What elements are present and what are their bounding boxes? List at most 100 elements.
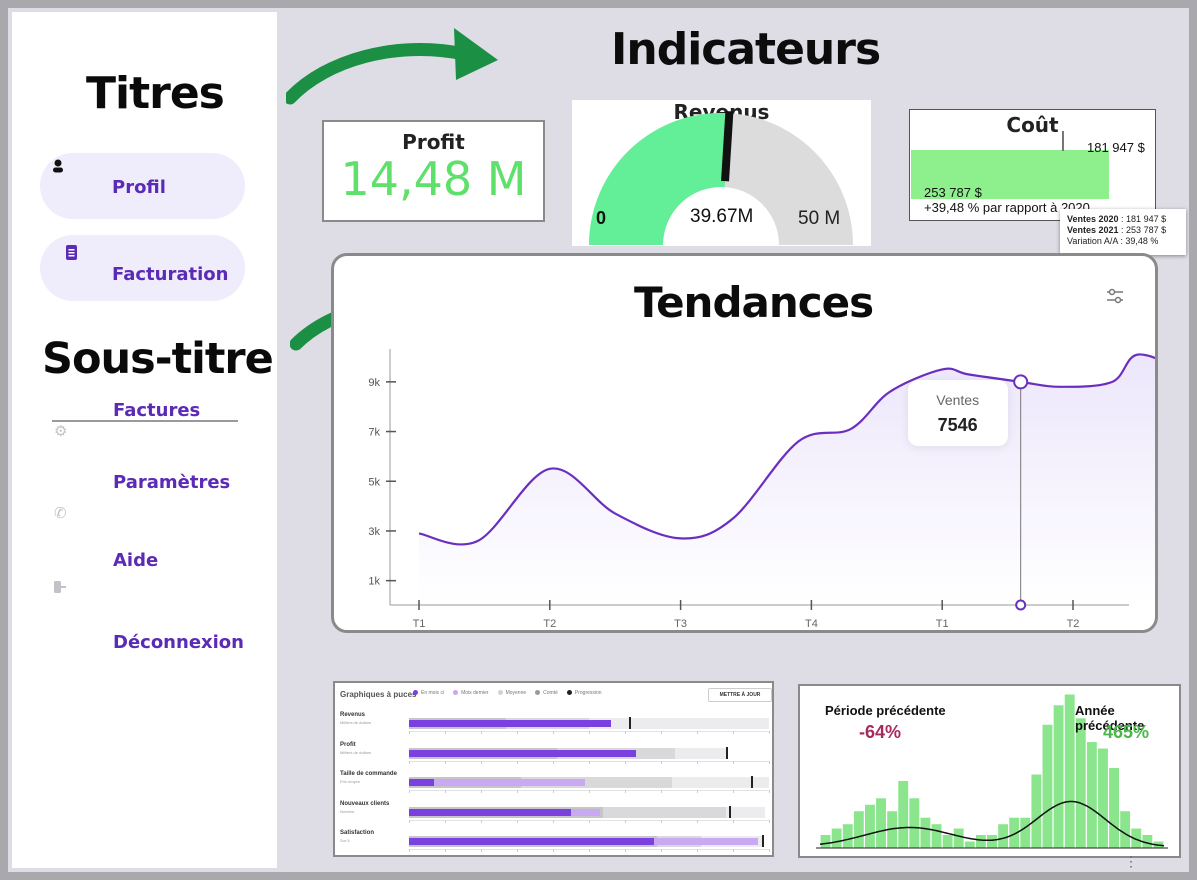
bullet-sublabel: Sur 5 [340, 838, 350, 843]
more-icon[interactable]: ⋮ [1124, 853, 1138, 869]
bullet-axis-tick [553, 849, 554, 852]
update-button[interactable]: METTRE À JOUR [708, 688, 772, 702]
bullet-axis-tick [409, 790, 410, 793]
arrow-icon [286, 28, 498, 105]
bullet-axis-tick [409, 731, 410, 734]
bullet-axis-tick [697, 849, 698, 852]
bullet-axis-tick [661, 731, 662, 734]
histogram-bar [898, 780, 909, 848]
sidebar-item-facturation[interactable]: Facturation [40, 235, 245, 301]
previous-period-value: -64% [859, 722, 902, 742]
histogram-bar [1086, 742, 1097, 848]
histogram-bar [987, 835, 997, 848]
profit-card: Profit 14,48 M [322, 120, 545, 222]
x-tick-label: T4 [805, 618, 818, 630]
cursor-axis-point [1015, 599, 1027, 611]
bullet-axis-tick [661, 819, 662, 823]
bullet-axis-tick [733, 731, 734, 734]
legend-dot [566, 690, 572, 696]
histogram-bar [953, 828, 964, 848]
histogram-card: Période précédente -64% Année précédente… [798, 684, 1181, 858]
bullet-axis-tick [481, 849, 482, 852]
bullet-chart-title: Graphiques à puces [340, 690, 417, 699]
sidebar-item-label: Aide [113, 550, 159, 571]
bullet-target-marker [751, 776, 753, 788]
sidebar-item-aide[interactable]: Aide [42, 550, 242, 610]
previous-year-value: 465% [1103, 722, 1150, 742]
bullet-axis-tick [625, 819, 626, 823]
histogram-bar [998, 824, 1009, 848]
bullet-previous-bar [409, 779, 586, 786]
cost-tooltip: Ventes 2020 : 181 947 $ Ventes 2021 : 25… [1060, 209, 1186, 255]
trend-tooltip-value: 7546 [937, 415, 978, 435]
trend-area [419, 354, 1155, 605]
histogram-bar [964, 841, 975, 848]
legend-item: Comté [535, 690, 558, 696]
bullet-axis-tick [769, 790, 770, 793]
bullet-label: Revenus [340, 712, 366, 718]
revenue-min: 0 [596, 208, 607, 228]
sidebar-item-parametres[interactable]: Paramètres ✆ [42, 470, 242, 530]
cost-target-label: 181 947 $ [1087, 140, 1145, 155]
sidebar-item-deconnexion[interactable]: Déconnexion [42, 630, 244, 660]
histogram-bar [1120, 811, 1131, 848]
settings-icon[interactable] [1106, 288, 1124, 309]
bullet-axis-tick [661, 760, 662, 764]
revenue-max: 50 M [798, 208, 841, 229]
gear-icon: ⚙ [54, 423, 68, 440]
x-tick-label: T3 [674, 618, 687, 630]
bullet-axis-tick [625, 731, 626, 734]
histogram-bar [1131, 828, 1142, 848]
legend-item: Progression [566, 690, 602, 696]
y-tick-label: 7k [368, 427, 380, 439]
cost-value-label: 253 787 $ [924, 185, 982, 200]
histogram-bar [887, 811, 898, 848]
sidebar: Titres Profil Facturation Sous-titre Fac… [12, 12, 277, 868]
legend-dot [413, 690, 418, 696]
bullet-axis-tick [553, 819, 554, 823]
dashboard-frame: Titres Profil Facturation Sous-titre Fac… [8, 8, 1189, 872]
sidebar-item-profil[interactable]: Profil [40, 153, 245, 219]
bullet-axis-tick [517, 731, 518, 734]
bullet-axis-tick [589, 819, 590, 823]
bullet-axis-tick [481, 760, 482, 764]
bullet-axis-tick [625, 790, 626, 793]
sidebar-item-factures[interactable]: Factures ⚙ [42, 396, 242, 440]
bullet-axis-tick [517, 819, 518, 823]
cost-title: Coût [1006, 113, 1059, 137]
bullet-axis-tick [769, 731, 770, 734]
x-tick-label: T2 [1067, 618, 1080, 630]
bullet-value-bar [409, 749, 636, 757]
bullet-axis-tick [481, 819, 482, 823]
histogram-bar [1042, 724, 1053, 848]
trend-line [418, 353, 1155, 546]
bullet-axis-tick [769, 819, 770, 823]
trends-heading: Tendances [634, 278, 874, 327]
bullet-axis-tick [553, 760, 554, 764]
cost-tooltip-value: : 253 787 $ [1118, 225, 1167, 235]
y-tick-label: 3k [368, 526, 380, 538]
sidebar-item-label: Facturation [112, 264, 229, 285]
bullet-legend: En mois ci Mois dernier Moyenne Comté Progre… [413, 690, 611, 702]
sidebar-item-label: Factures [113, 400, 201, 421]
profit-title: Profit [402, 130, 465, 154]
cost-tooltip-key: Ventes 2020 [1067, 214, 1119, 224]
bullet-axis-tick [517, 760, 518, 764]
bullet-label: Profit [340, 741, 356, 748]
legend-label: Comté [543, 690, 558, 696]
bullet-label: Satisfaction [340, 830, 375, 836]
previous-year-title: Année précédente [1075, 703, 1145, 733]
legend-item: Mois dernier [453, 690, 489, 696]
histogram-bar [1142, 835, 1153, 848]
bullet-axis-tick [661, 849, 662, 852]
bullet-target-marker [628, 717, 631, 729]
x-tick-label: T1 [936, 618, 949, 630]
update-button-label: METTRE À JOUR [719, 692, 761, 698]
cost-change-label: +39,48 % par rapport à 2020 [924, 200, 1090, 215]
histogram-bar [831, 828, 842, 848]
trend-tooltip-label: Ventes [936, 392, 980, 408]
histogram-bar [1098, 748, 1108, 848]
bullet-axis-tick [733, 849, 734, 852]
cost-target-marker [1061, 131, 1064, 151]
bullet-sublabel: Nombre [340, 808, 355, 814]
